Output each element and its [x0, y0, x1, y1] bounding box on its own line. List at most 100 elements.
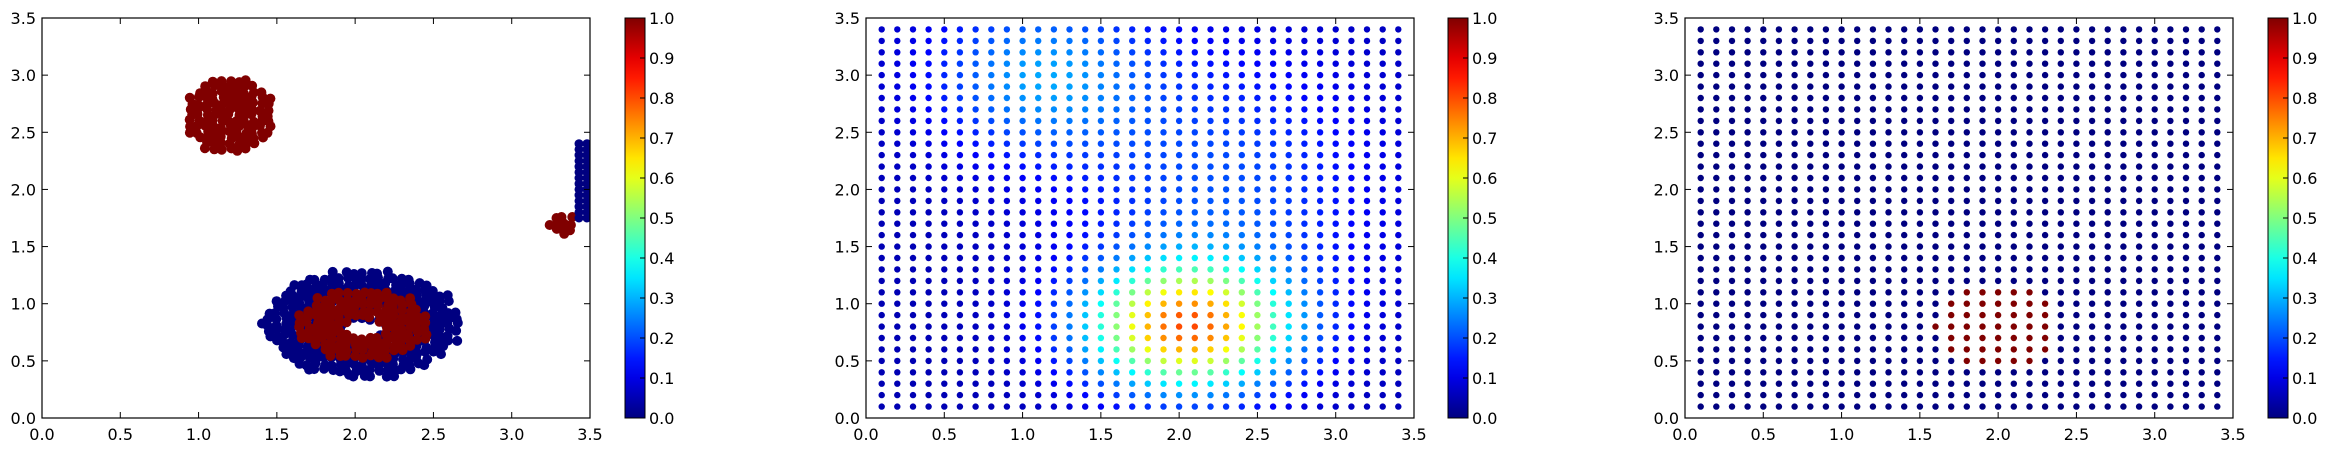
data-point: [1822, 209, 1830, 216]
data-point: [1348, 26, 1355, 33]
data-point: [1869, 140, 1877, 147]
data-point: [2041, 300, 2049, 307]
plot-frame: [1684, 17, 2234, 419]
data-point: [1066, 106, 1073, 113]
data-point: [2073, 129, 2080, 136]
data-point: [1003, 243, 1011, 250]
data-point: [1160, 49, 1167, 56]
data-point: [1238, 369, 1246, 376]
data-point: [1854, 403, 1861, 410]
y-tick-label: 0.5: [1654, 352, 1679, 371]
data-point: [2073, 220, 2080, 227]
data-point: [1332, 129, 1339, 136]
data-point: [2041, 151, 2049, 159]
data-point: [2120, 117, 2127, 125]
data-point: [1760, 37, 1767, 45]
data-point: [2167, 94, 2174, 102]
data-point: [1963, 231, 1971, 239]
data-point: [1003, 266, 1011, 273]
data-point: [1254, 323, 1261, 330]
data-point: [1963, 266, 1971, 273]
data-point: [909, 311, 917, 319]
data-point: [1744, 94, 1751, 102]
data-point: [1129, 174, 1136, 182]
data-point: [2088, 334, 2096, 342]
data-point: [1019, 391, 1026, 399]
data-point: [1301, 197, 1308, 205]
data-point: [1316, 140, 1324, 147]
data-point: [1744, 209, 1751, 216]
data-point: [1254, 26, 1261, 33]
data-point: [1129, 151, 1136, 159]
data-point: [1050, 277, 1058, 285]
data-point: [1348, 289, 1355, 296]
data-point: [1963, 369, 1971, 376]
data-point: [1301, 220, 1308, 227]
data-point: [1979, 71, 1986, 79]
data-point: [2041, 403, 2049, 410]
data-point: [1175, 60, 1183, 67]
data-point: [2151, 391, 2158, 399]
data-point: [1963, 289, 1971, 296]
data-point: [1144, 94, 1152, 102]
data-point: [1238, 220, 1246, 227]
data-point: [1301, 334, 1308, 342]
data-point: [2198, 71, 2205, 79]
data-point: [2135, 231, 2143, 239]
data-point: [925, 391, 932, 399]
data-point: [925, 37, 932, 45]
data-point: [988, 49, 995, 56]
data-point: [878, 289, 885, 296]
data-point: [2010, 94, 2018, 102]
data-point: [1222, 369, 1230, 376]
data-point: [1869, 163, 1877, 170]
colorbar-tick-label: 0.4: [1472, 249, 1497, 268]
data-point: [1269, 323, 1277, 330]
data-point: [1994, 254, 2002, 262]
data-point: [1822, 231, 1830, 239]
data-point: [988, 163, 995, 170]
data-point: [2198, 94, 2205, 102]
data-point: [1885, 380, 1892, 387]
data-point: [1807, 380, 1814, 387]
data-point: [403, 329, 414, 340]
data-point: [1238, 49, 1246, 56]
data-point: [2026, 243, 2033, 250]
data-point: [1728, 277, 1736, 285]
data-point: [1363, 277, 1371, 285]
data-point: [878, 311, 885, 319]
data-point: [1222, 37, 1230, 45]
data-point: [1994, 220, 2002, 227]
data-point: [1916, 300, 1924, 307]
data-point: [1760, 289, 1767, 296]
data-point: [2104, 243, 2111, 250]
data-point: [878, 369, 885, 376]
data-point: [1395, 37, 1402, 45]
data-point: [1744, 346, 1751, 353]
data-point: [2182, 49, 2190, 56]
data-point: [1316, 26, 1324, 33]
data-point: [1885, 140, 1892, 147]
data-point: [925, 289, 932, 296]
data-point: [1207, 140, 1214, 147]
data-point: [1885, 186, 1892, 193]
data-point: [925, 106, 932, 113]
data-point: [1269, 140, 1277, 147]
data-point: [1395, 289, 1402, 296]
data-point: [1035, 369, 1042, 376]
data-point: [1160, 26, 1167, 33]
data-point: [1395, 151, 1402, 159]
data-point: [1994, 209, 2002, 216]
data-point: [1254, 380, 1261, 387]
data-point: [1728, 231, 1736, 239]
data-point: [1332, 117, 1339, 125]
data-point: [1379, 117, 1386, 125]
data-point: [1869, 151, 1877, 159]
data-point: [2214, 391, 2221, 399]
data-point: [972, 94, 979, 102]
data-point: [1822, 197, 1830, 205]
data-point: [941, 243, 948, 250]
data-point: [2198, 323, 2205, 330]
data-point: [2026, 83, 2033, 90]
data-point: [1994, 231, 2002, 239]
